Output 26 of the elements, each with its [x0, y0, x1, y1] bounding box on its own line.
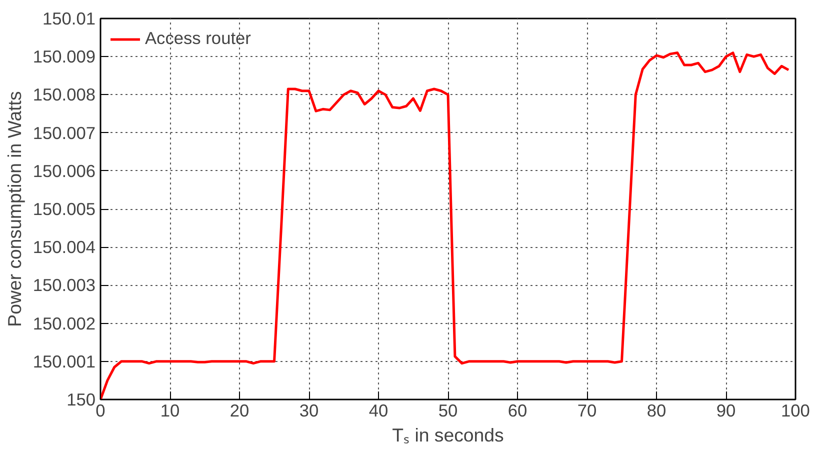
y-tick-label: 150 [66, 390, 96, 410]
x-tick-label: 40 [368, 400, 388, 420]
x-axis-title: Tₛ in seconds [392, 424, 504, 446]
y-tick-label: 150.009 [32, 46, 96, 67]
x-tick-label: 10 [160, 400, 180, 420]
x-tick-label: 20 [230, 400, 250, 420]
x-tick-label: 30 [299, 400, 319, 420]
x-tick-label: 60 [508, 400, 528, 420]
y-tick-label: 150.001 [32, 351, 96, 372]
legend-label: Access router [145, 28, 251, 49]
y-tick-label: 150.004 [32, 237, 96, 258]
y-tick-label: 150.007 [32, 122, 96, 143]
x-tick-label: 100 [781, 400, 810, 420]
x-tick-label: 90 [716, 400, 736, 420]
line-series [100, 52, 790, 400]
x-tick-label: 50 [438, 400, 458, 420]
y-tick-label: 150.008 [32, 84, 96, 105]
y-tick-label: 150.01 [42, 8, 96, 28]
y-axis-title: Power consumption in Watts [4, 91, 25, 327]
y-tick-label: 150.005 [32, 199, 96, 219]
x-tick-label: 70 [577, 400, 597, 420]
x-tick-label: 80 [646, 400, 666, 420]
y-tick-label: 150.006 [32, 160, 96, 181]
y-tick-label: 150.003 [32, 275, 96, 296]
y-tick-label: 150.002 [32, 313, 96, 334]
x-tick-label: 0 [96, 400, 106, 420]
